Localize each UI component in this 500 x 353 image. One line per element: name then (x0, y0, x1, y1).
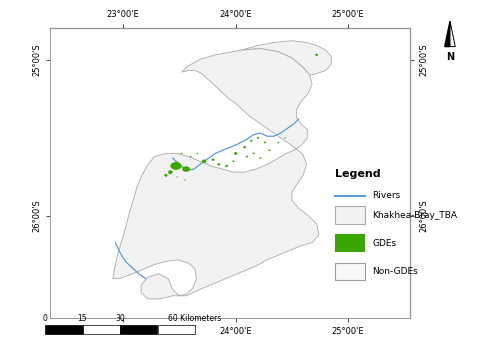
Ellipse shape (315, 54, 318, 56)
Ellipse shape (196, 152, 198, 154)
Ellipse shape (250, 140, 252, 142)
Bar (335, 263, 365, 280)
Ellipse shape (268, 149, 270, 151)
Ellipse shape (257, 137, 259, 139)
Ellipse shape (184, 179, 186, 181)
Text: Legend: Legend (335, 169, 380, 179)
Bar (45, 325, 82, 334)
Ellipse shape (264, 142, 266, 143)
Ellipse shape (168, 170, 172, 174)
Ellipse shape (246, 156, 248, 157)
Ellipse shape (170, 162, 181, 170)
Ellipse shape (243, 146, 246, 148)
Bar (335, 234, 365, 252)
Polygon shape (113, 49, 319, 299)
Bar (120, 325, 158, 334)
Ellipse shape (202, 160, 206, 163)
Ellipse shape (225, 165, 228, 167)
Ellipse shape (260, 157, 262, 159)
Ellipse shape (176, 176, 178, 178)
Ellipse shape (164, 174, 168, 177)
Polygon shape (241, 41, 331, 75)
Ellipse shape (182, 166, 190, 172)
Ellipse shape (212, 158, 214, 161)
Text: Non-GDEs: Non-GDEs (372, 267, 418, 276)
Ellipse shape (234, 152, 237, 155)
Polygon shape (445, 21, 450, 47)
Ellipse shape (218, 163, 220, 166)
Bar (82, 325, 120, 334)
Text: N: N (446, 52, 454, 62)
Text: GDEs: GDEs (372, 239, 396, 248)
Bar (335, 206, 365, 224)
Ellipse shape (232, 160, 234, 162)
Text: 60 Kilometers: 60 Kilometers (168, 314, 222, 323)
Ellipse shape (190, 156, 192, 157)
Polygon shape (450, 21, 455, 47)
Ellipse shape (284, 137, 286, 138)
Text: Rivers: Rivers (372, 191, 401, 201)
Text: 30: 30 (115, 314, 125, 323)
Ellipse shape (181, 152, 182, 154)
Text: 15: 15 (78, 314, 88, 323)
Ellipse shape (252, 152, 254, 154)
Ellipse shape (278, 142, 279, 143)
Bar (158, 325, 195, 334)
Text: Khakhea-Bray_TBA: Khakhea-Bray_TBA (372, 211, 458, 220)
Text: 0: 0 (42, 314, 48, 323)
